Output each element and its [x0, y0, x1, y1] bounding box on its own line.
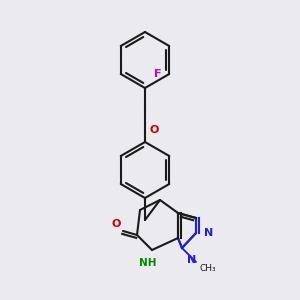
Text: CH₃: CH₃: [199, 264, 216, 273]
Text: O: O: [112, 219, 121, 229]
Text: NH: NH: [139, 258, 157, 268]
Text: N: N: [187, 255, 196, 265]
Text: O: O: [150, 125, 159, 135]
Text: F: F: [154, 69, 161, 79]
Text: N: N: [204, 228, 213, 238]
